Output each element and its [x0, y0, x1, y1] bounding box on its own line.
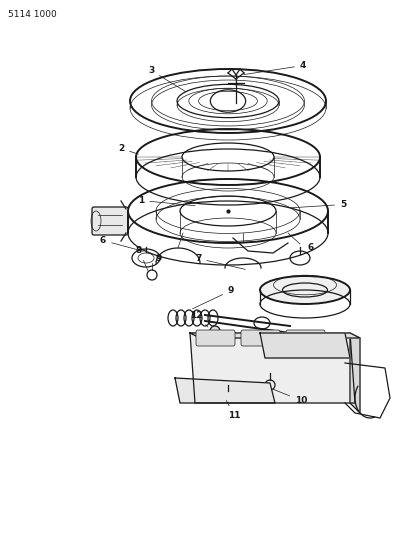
Text: 3: 3 [148, 66, 186, 92]
Text: 5: 5 [291, 200, 346, 209]
Polygon shape [260, 333, 350, 358]
Text: 12: 12 [190, 311, 208, 327]
FancyBboxPatch shape [241, 330, 280, 346]
Polygon shape [175, 378, 275, 403]
Ellipse shape [260, 276, 350, 304]
Polygon shape [350, 333, 360, 413]
Text: 6: 6 [100, 236, 143, 251]
Text: 4: 4 [244, 61, 306, 75]
Text: 9: 9 [193, 286, 234, 309]
Text: 5114 1000: 5114 1000 [8, 10, 57, 19]
FancyBboxPatch shape [196, 330, 235, 346]
FancyBboxPatch shape [286, 330, 325, 346]
Text: 7: 7 [195, 254, 245, 269]
FancyBboxPatch shape [92, 207, 128, 235]
Ellipse shape [210, 326, 220, 336]
Text: 1: 1 [138, 196, 195, 206]
Polygon shape [190, 333, 360, 338]
Polygon shape [190, 333, 355, 403]
Text: 9: 9 [155, 254, 162, 263]
Text: 11: 11 [226, 400, 240, 420]
Text: 10: 10 [273, 389, 307, 405]
Text: 6: 6 [308, 243, 314, 252]
Text: 2: 2 [118, 144, 138, 154]
Text: 8: 8 [136, 246, 148, 270]
